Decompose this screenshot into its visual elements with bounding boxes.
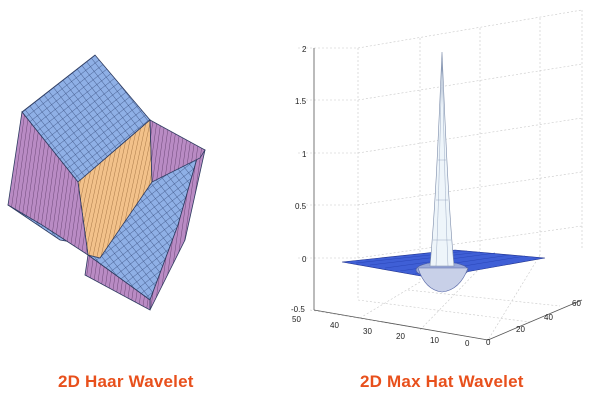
y-tick: 20 — [516, 325, 525, 334]
haar-wavelet-caption: 2D Haar Wavelet — [58, 372, 194, 391]
plot-box-edges — [313, 48, 583, 341]
surface-peak — [429, 51, 455, 267]
x-tick: 10 — [430, 336, 439, 345]
haar-wavelet-panel — [0, 0, 290, 400]
y-tick: 0 — [486, 338, 491, 347]
x-tick: 0 — [465, 339, 470, 348]
z-tick: 1.5 — [295, 97, 307, 106]
maxhat-wavelet-caption: 2D Max Hat Wavelet — [360, 372, 524, 391]
x-tick: 50 — [292, 315, 301, 324]
z-tick: 0.5 — [295, 202, 307, 211]
x-axis-ticks: 50 40 30 20 10 0 — [292, 315, 470, 348]
z-tick: 1 — [302, 150, 307, 159]
y-axis-ticks: 0 20 40 60 — [486, 299, 581, 347]
haar-lower-front — [84, 254, 151, 311]
surface-dip-bowl — [417, 267, 469, 293]
y-tick: 40 — [544, 313, 553, 322]
haar-step-riser — [149, 119, 206, 183]
z-tick: -0.5 — [291, 305, 305, 314]
x-tick: 40 — [330, 321, 339, 330]
maxhat-wavelet-panel: 2 1.5 1 0.5 0 -0.5 50 40 30 20 10 0 0 20… — [290, 0, 600, 400]
x-tick: 20 — [396, 332, 405, 341]
z-tick: 2 — [302, 45, 307, 54]
y-tick: 60 — [572, 299, 581, 308]
x-tick: 30 — [363, 327, 372, 336]
haar-wavelet-plot — [7, 54, 206, 311]
maxhat-wavelet-plot: 2 1.5 1 0.5 0 -0.5 50 40 30 20 10 0 0 20… — [291, 9, 583, 348]
plot-box-grid — [298, 9, 583, 341]
haar-raised-left — [7, 111, 89, 256]
peak-mesh — [433, 59, 451, 267]
z-axis-ticks: 2 1.5 1 0.5 0 -0.5 — [291, 45, 307, 314]
z-tick: 0 — [302, 255, 307, 264]
